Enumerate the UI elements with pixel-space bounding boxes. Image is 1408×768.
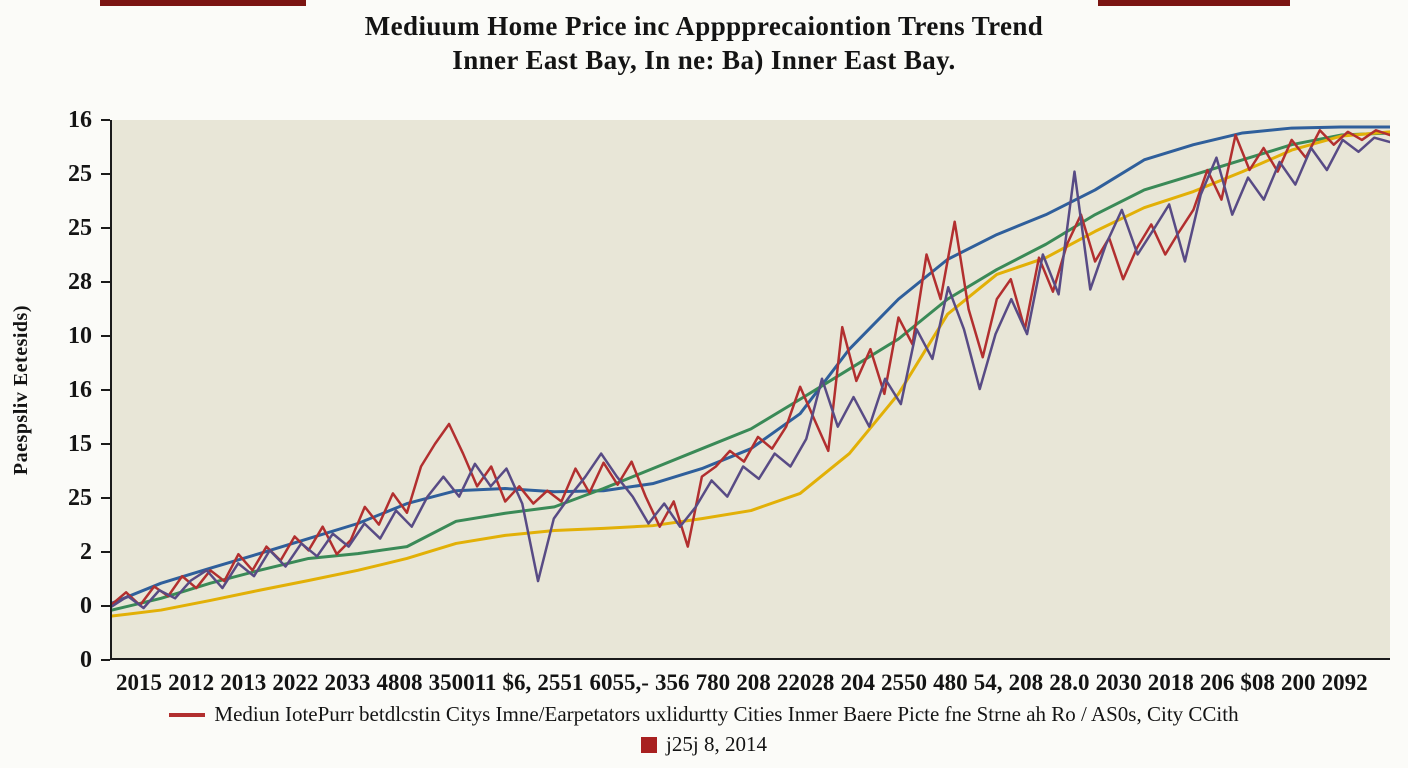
cropped-red-artifact-left (100, 0, 306, 6)
x-tick-label: 4808 (376, 670, 423, 695)
x-tick-label: $08 (1240, 670, 1275, 695)
legend: Mediun IotePurr betdlcstin Citys Imne/Ea… (0, 702, 1408, 757)
chart-title-line-2: Inner East Bay, In ne: Ba) Inner East Ba… (452, 44, 956, 75)
x-tick-label: 2550 (881, 670, 928, 695)
line-series-canvas (112, 125, 1390, 618)
x-axis-ticks: 2015 2012 2013 2022 2033 4808 350011 $6, 2551 605… (116, 670, 1368, 696)
x-tick-label: 356 (655, 670, 690, 695)
y-tick-label: 0 (80, 593, 92, 619)
y-tick-mark (101, 173, 110, 175)
series-green-smooth (112, 131, 1390, 612)
y-tick-label: 16 (68, 107, 92, 133)
cropped-red-artifact-right (1098, 0, 1290, 6)
x-tick-label: 206 (1199, 670, 1235, 695)
y-tick-label: 25 (68, 485, 92, 511)
y-tick-mark (101, 443, 110, 445)
x-tick-label: 208 (736, 670, 771, 695)
y-axis-ticks: 16 25 25 28 10 16 15 25 2 0 0 (0, 107, 110, 673)
legend-entry: Mediun IotePurr betdlcstin Citys Imne/Ea… (169, 702, 1239, 727)
y-tick-mark (101, 659, 110, 661)
legend-entry: j25j 8, 2014 (641, 732, 767, 757)
chart-title-line-1: Mediuum Home Price inc Apppprecaiontion … (364, 11, 1044, 41)
y-tick-mark (101, 335, 110, 337)
y-tick-mark (101, 497, 110, 499)
x-tick-label: $6, (502, 670, 532, 695)
x-tick-label: 28.0 (1049, 670, 1090, 695)
y-tick-label: 2 (80, 539, 92, 565)
y-tick-mark (101, 389, 110, 391)
x-tick-label: 6055,- (589, 670, 649, 695)
x-tick-label: 2022 (272, 670, 319, 695)
y-tick-label: 16 (68, 377, 92, 403)
y-tick-label: 25 (68, 215, 92, 241)
legend-label: j25j 8, 2014 (666, 732, 767, 756)
x-tick-label: 208 (1008, 670, 1044, 695)
series-purple-volatile (112, 136, 1390, 610)
legend-swatch-line (169, 712, 206, 717)
x-tick-label: 780 (695, 670, 731, 695)
x-tick-label: 480 (933, 670, 968, 695)
x-tick-label: 2018 (1147, 670, 1194, 695)
x-tick-label: 2092 (1321, 670, 1368, 695)
x-tick-label: 350011 (428, 670, 497, 695)
x-tick-label: 2030 (1095, 670, 1142, 695)
x-tick-label: 200 (1281, 670, 1316, 695)
x-tick-label: 2013 (220, 670, 267, 695)
x-tick-label: 2012 (168, 670, 215, 695)
legend-swatch-square (641, 736, 658, 753)
x-tick-label: 2015 (116, 670, 162, 695)
plot-area (110, 120, 1390, 660)
y-tick-label: 25 (68, 161, 92, 187)
y-tick-mark (101, 227, 110, 229)
series-gold-smooth (112, 130, 1390, 618)
y-tick-mark (101, 605, 110, 607)
x-tick-label: 2551 (537, 670, 584, 695)
y-tick-label: 10 (68, 323, 92, 349)
x-tick-label: 204 (840, 670, 875, 695)
x-tick-label: 2033 (324, 670, 371, 695)
x-tick-label: 54, (973, 670, 1003, 695)
chart-title: Mediuum Home Price inc Apppprecaiontion … (0, 10, 1408, 78)
y-tick-label: 28 (68, 269, 92, 295)
legend-label: Mediun IotePurr betdlcstin Citys Imne/Ea… (214, 702, 1239, 726)
y-tick-mark (101, 119, 110, 121)
y-tick-mark (101, 551, 110, 553)
x-tick-label: 22028 (776, 670, 835, 695)
y-tick-label: 0 (80, 647, 92, 673)
y-tick-label: 15 (68, 431, 92, 457)
y-tick-mark (101, 281, 110, 283)
